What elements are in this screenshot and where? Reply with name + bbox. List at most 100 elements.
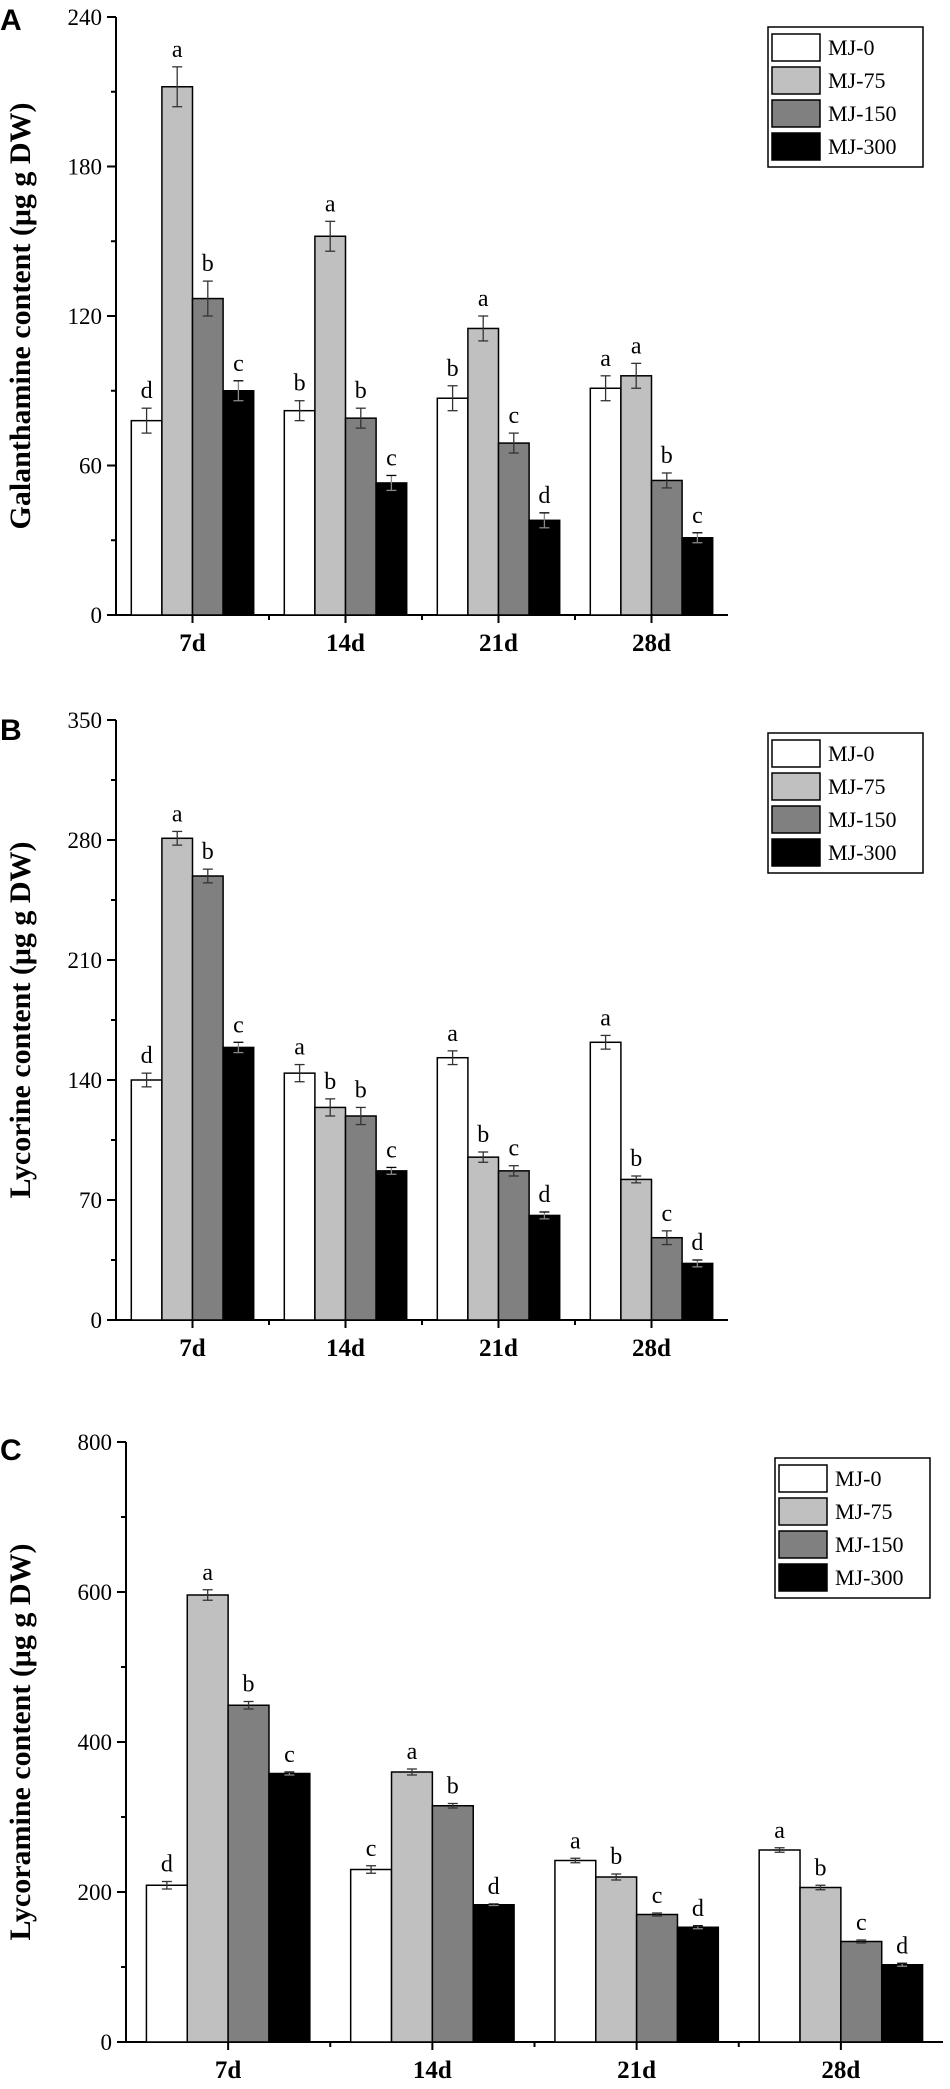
- bar-mj-300-14d: [375, 1170, 408, 1321]
- y-tick-label: 350: [68, 708, 103, 733]
- bar-mj-300-21d: [528, 519, 561, 616]
- bar-mj-300-21d: [676, 1926, 720, 2043]
- significance-label: b: [610, 1844, 622, 1870]
- x-tick-label: 28d: [821, 2057, 860, 2084]
- y-tick-label: 0: [91, 1308, 103, 1333]
- significance-label: d: [691, 1230, 703, 1256]
- y-tick-label: 140: [68, 1068, 103, 1093]
- chart-panel-b: B Lycorine content (μg g DW) 0 70 140 210 280 3…: [0, 708, 924, 1362]
- significance-label: c: [508, 403, 519, 429]
- significance-label: d: [161, 1852, 173, 1878]
- significance-label: b: [202, 251, 214, 277]
- bar-mj-0-14d: [283, 409, 316, 616]
- y-tick-label: 70: [79, 1188, 102, 1213]
- significance-label: b: [324, 1069, 336, 1095]
- significance-label: d: [141, 1043, 153, 1069]
- significance-label: b: [355, 378, 367, 404]
- legend-swatch-mj-75: [778, 1497, 828, 1526]
- x-tick-label: 7d: [179, 630, 206, 657]
- bar-mj-0-21d: [436, 397, 469, 616]
- significance-label: a: [447, 1021, 458, 1047]
- bar-mj-75-21d: [467, 327, 500, 616]
- bar-mj-150-7d: [191, 875, 224, 1321]
- significance-label: a: [631, 333, 642, 359]
- bar-mj-75-28d: [620, 375, 653, 616]
- bar-mj-0-28d: [758, 1849, 801, 2043]
- y-tick-label: 200: [78, 1880, 113, 1905]
- significance-label: b: [447, 356, 459, 382]
- legend-label: MJ-300: [835, 1565, 903, 1590]
- significance-label: a: [172, 801, 183, 827]
- significance-label: b: [661, 443, 673, 469]
- bar-mj-300-21d: [528, 1214, 561, 1321]
- y-axis-label: Lycorine content (μg g DW): [4, 842, 37, 1199]
- panel-letter: C: [0, 1434, 22, 1467]
- significance-label: c: [233, 351, 244, 377]
- legend-swatch-mj-0: [771, 33, 821, 62]
- x-tick-label: 7d: [215, 2057, 242, 2084]
- bar-mj-0-14d: [349, 1868, 393, 2043]
- x-tick-label: 28d: [632, 630, 671, 657]
- significance-label: a: [774, 1818, 785, 1844]
- legend-label: MJ-150: [828, 807, 896, 832]
- legend-swatch-mj-150: [778, 1530, 828, 1559]
- significance-label: b: [477, 1122, 489, 1148]
- legend-swatch-mj-0: [771, 739, 821, 768]
- chart-panel-a: A Galanthamine content (μg g DW) 0 60 120 180…: [0, 4, 924, 657]
- significance-label: a: [600, 346, 611, 372]
- bar-mj-150-14d: [431, 1805, 474, 2043]
- x-tick-label: 21d: [479, 630, 518, 657]
- bar-mj-75-14d: [314, 235, 347, 616]
- x-tick-label: 14d: [326, 630, 365, 657]
- y-axis-label: Galanthamine content (μg g DW): [4, 103, 37, 530]
- legend-label: MJ-300: [828, 134, 896, 159]
- bar-mj-0-7d: [145, 1884, 189, 2043]
- legend-swatch-mj-300: [771, 838, 821, 867]
- bar-mj-150-14d: [344, 1115, 377, 1321]
- significance-label: b: [630, 1146, 642, 1172]
- bar-mj-75-7d: [186, 1594, 229, 2043]
- significance-label: a: [478, 286, 489, 312]
- y-tick-label: 600: [78, 1580, 113, 1605]
- significance-label: d: [141, 378, 153, 404]
- significance-label: a: [294, 1035, 305, 1061]
- bar-mj-300-28d: [681, 537, 714, 616]
- legend-label: MJ-150: [835, 1532, 903, 1557]
- bar-mj-0-21d: [554, 1859, 597, 2043]
- legend-swatch-mj-150: [771, 805, 821, 834]
- significance-label: b: [355, 1077, 367, 1103]
- significance-label: c: [386, 445, 397, 471]
- legend-label: MJ-150: [828, 101, 896, 126]
- y-tick-label: 180: [68, 155, 103, 180]
- significance-label: b: [294, 371, 306, 397]
- panel-letter: A: [0, 4, 22, 37]
- significance-label: d: [488, 1874, 500, 1900]
- y-tick-label: 400: [78, 1730, 113, 1755]
- y-tick-label: 0: [101, 2030, 113, 2055]
- bar-mj-150-14d: [344, 417, 377, 616]
- legend-label: MJ-0: [828, 35, 874, 60]
- legend-swatch-mj-300: [778, 1563, 828, 1592]
- legend-label: MJ-75: [835, 1499, 892, 1524]
- panel-letter: B: [0, 714, 22, 747]
- bar-mj-0-14d: [283, 1072, 316, 1321]
- significance-label: b: [447, 1774, 459, 1800]
- y-tick-label: 280: [68, 828, 103, 853]
- significance-label: c: [856, 1910, 867, 1936]
- y-axis-label: Lycoramine content (μg g DW): [4, 1544, 37, 1941]
- bar-mj-75-21d: [595, 1876, 638, 2043]
- x-tick-label: 28d: [632, 1335, 671, 1362]
- bar-mj-300-28d: [880, 1964, 924, 2043]
- significance-label: a: [600, 1005, 611, 1031]
- x-tick-label: 21d: [479, 1335, 518, 1362]
- bar-mj-0-7d: [130, 1079, 163, 1321]
- x-tick-label: 14d: [413, 2057, 452, 2084]
- bar-mj-150-21d: [635, 1913, 679, 2043]
- bar-mj-75-14d: [314, 1106, 347, 1321]
- legend-swatch-mj-150: [771, 99, 821, 128]
- bar-mj-150-28d: [650, 1236, 683, 1321]
- y-tick-label: 60: [79, 454, 102, 479]
- y-tick-label: 0: [91, 603, 103, 628]
- significance-label: d: [692, 1896, 704, 1922]
